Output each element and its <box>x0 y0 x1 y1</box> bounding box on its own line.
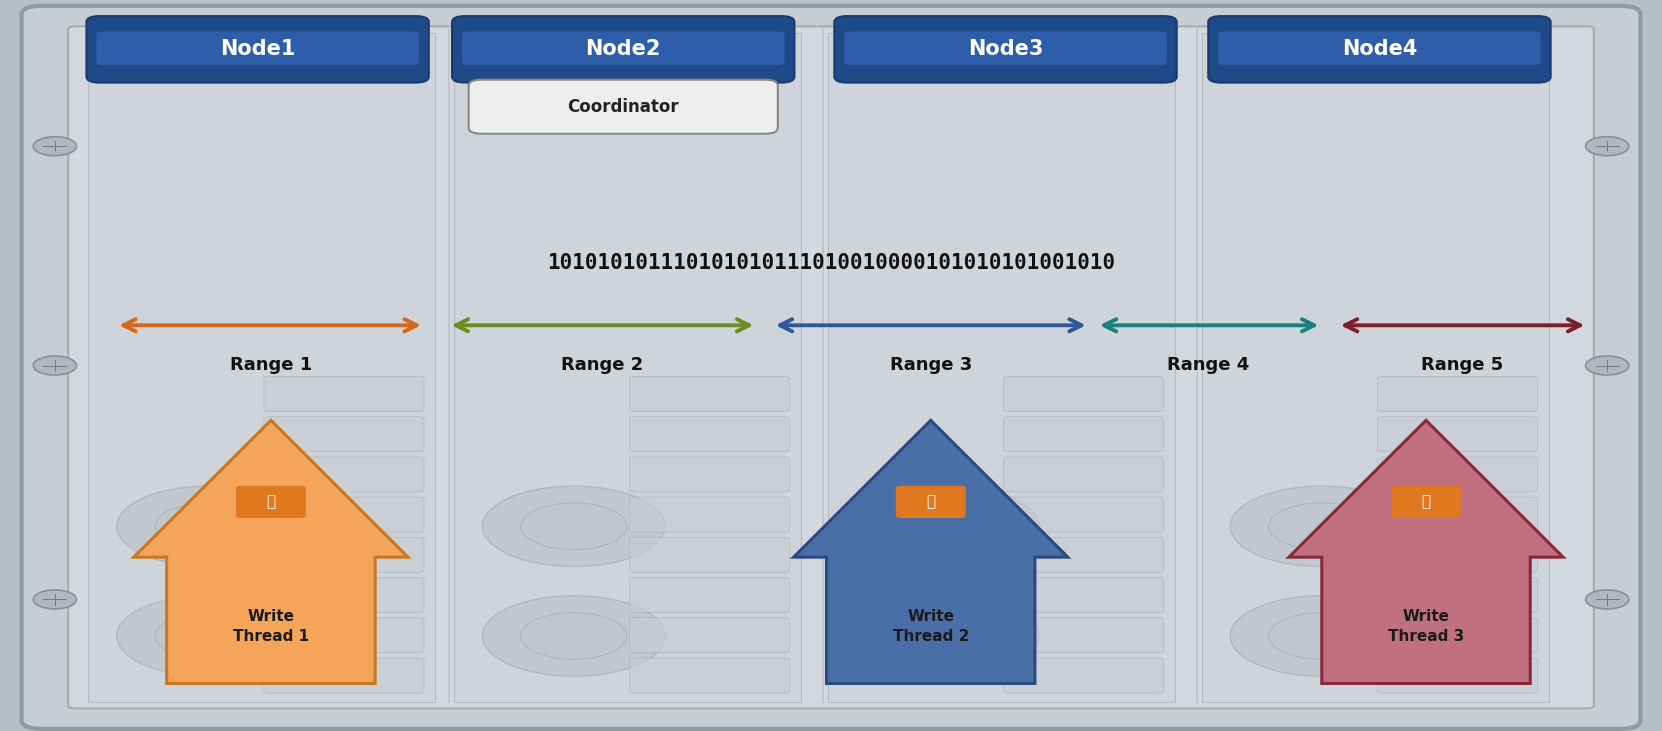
FancyBboxPatch shape <box>1378 577 1537 613</box>
FancyBboxPatch shape <box>1004 376 1163 412</box>
Text: Range 4: Range 4 <box>1167 357 1250 374</box>
Text: 101010101110101010111010010000101010101001010: 1010101011101010101110100100001010101010… <box>547 253 1115 273</box>
FancyBboxPatch shape <box>1004 457 1163 492</box>
Text: Range 5: Range 5 <box>1421 357 1504 374</box>
Text: Range 1: Range 1 <box>229 357 312 374</box>
Circle shape <box>33 356 76 375</box>
FancyBboxPatch shape <box>630 457 789 492</box>
Circle shape <box>116 486 299 567</box>
FancyBboxPatch shape <box>1378 376 1537 412</box>
Text: Coordinator: Coordinator <box>567 98 680 115</box>
FancyBboxPatch shape <box>264 497 424 532</box>
Text: Write
Thread 2: Write Thread 2 <box>892 609 969 644</box>
FancyBboxPatch shape <box>1378 497 1537 532</box>
Circle shape <box>1230 596 1413 676</box>
Text: Node3: Node3 <box>967 39 1044 59</box>
Circle shape <box>520 613 627 659</box>
Text: Range 3: Range 3 <box>889 357 972 374</box>
FancyBboxPatch shape <box>1378 658 1537 693</box>
FancyBboxPatch shape <box>264 537 424 572</box>
Circle shape <box>482 596 665 676</box>
FancyBboxPatch shape <box>1208 16 1551 83</box>
FancyBboxPatch shape <box>630 537 789 572</box>
FancyBboxPatch shape <box>96 31 419 65</box>
FancyBboxPatch shape <box>469 80 778 134</box>
FancyBboxPatch shape <box>834 16 1177 83</box>
Circle shape <box>856 486 1039 567</box>
Text: Range 2: Range 2 <box>560 357 643 374</box>
FancyBboxPatch shape <box>1004 577 1163 613</box>
FancyBboxPatch shape <box>896 486 966 518</box>
FancyBboxPatch shape <box>630 417 789 452</box>
FancyBboxPatch shape <box>844 31 1167 65</box>
FancyBboxPatch shape <box>1378 417 1537 452</box>
Circle shape <box>1586 356 1629 375</box>
FancyBboxPatch shape <box>462 31 784 65</box>
FancyBboxPatch shape <box>828 33 1175 702</box>
Text: Write
Thread 1: Write Thread 1 <box>233 609 309 644</box>
Circle shape <box>116 596 299 676</box>
FancyBboxPatch shape <box>630 577 789 613</box>
FancyBboxPatch shape <box>1378 537 1537 572</box>
Polygon shape <box>133 420 409 683</box>
Circle shape <box>482 486 665 567</box>
Circle shape <box>1586 590 1629 609</box>
FancyBboxPatch shape <box>22 6 1640 729</box>
FancyBboxPatch shape <box>236 486 306 518</box>
Circle shape <box>856 596 1039 676</box>
FancyBboxPatch shape <box>630 497 789 532</box>
FancyBboxPatch shape <box>1004 497 1163 532</box>
FancyBboxPatch shape <box>264 417 424 452</box>
FancyBboxPatch shape <box>1378 618 1537 653</box>
FancyBboxPatch shape <box>264 577 424 613</box>
Text: Node1: Node1 <box>219 39 296 59</box>
Text: Write
Thread 3: Write Thread 3 <box>1388 609 1464 644</box>
Text: 🔒: 🔒 <box>1421 494 1431 510</box>
FancyBboxPatch shape <box>1202 33 1549 702</box>
Circle shape <box>33 137 76 156</box>
FancyBboxPatch shape <box>88 33 435 702</box>
FancyBboxPatch shape <box>264 658 424 693</box>
FancyBboxPatch shape <box>630 376 789 412</box>
Circle shape <box>155 503 261 550</box>
FancyBboxPatch shape <box>1004 658 1163 693</box>
FancyBboxPatch shape <box>1378 457 1537 492</box>
FancyBboxPatch shape <box>68 26 1594 708</box>
Circle shape <box>155 613 261 659</box>
Circle shape <box>1586 137 1629 156</box>
FancyBboxPatch shape <box>1391 486 1461 518</box>
FancyBboxPatch shape <box>1004 618 1163 653</box>
Circle shape <box>1268 503 1374 550</box>
FancyBboxPatch shape <box>264 457 424 492</box>
Circle shape <box>1268 613 1374 659</box>
Text: 🔒: 🔒 <box>926 494 936 510</box>
Circle shape <box>1230 486 1413 567</box>
FancyBboxPatch shape <box>86 16 429 83</box>
Text: 🔒: 🔒 <box>266 494 276 510</box>
Circle shape <box>520 503 627 550</box>
FancyBboxPatch shape <box>630 658 789 693</box>
Circle shape <box>894 613 1001 659</box>
FancyBboxPatch shape <box>1004 537 1163 572</box>
Polygon shape <box>1290 420 1564 683</box>
FancyBboxPatch shape <box>1218 31 1541 65</box>
FancyBboxPatch shape <box>1004 417 1163 452</box>
FancyBboxPatch shape <box>264 618 424 653</box>
Circle shape <box>894 503 1001 550</box>
FancyBboxPatch shape <box>630 618 789 653</box>
Circle shape <box>33 590 76 609</box>
Polygon shape <box>794 420 1069 683</box>
FancyBboxPatch shape <box>452 16 794 83</box>
Text: Node2: Node2 <box>585 39 661 59</box>
FancyBboxPatch shape <box>454 33 801 702</box>
Text: Node4: Node4 <box>1341 39 1418 59</box>
FancyBboxPatch shape <box>264 376 424 412</box>
